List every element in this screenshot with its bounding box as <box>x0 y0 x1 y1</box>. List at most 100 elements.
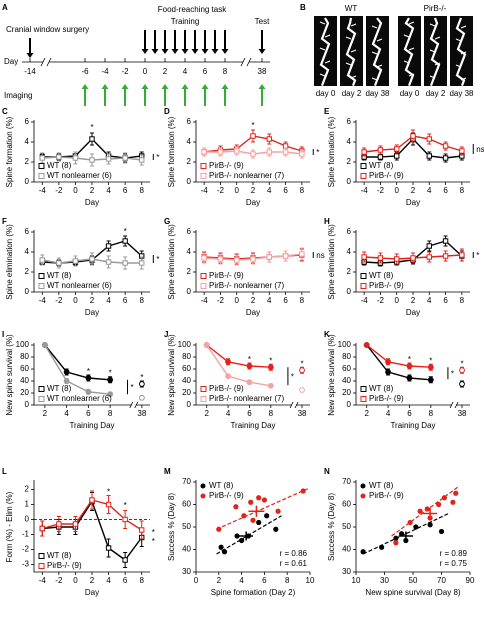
annotation: * <box>429 356 432 365</box>
legend-label: PirB-/- nonlearner (7) <box>209 281 284 290</box>
series-line <box>44 344 111 381</box>
legend-label: WT (8) <box>369 161 394 170</box>
spine <box>350 23 357 27</box>
day-label: day 38 <box>449 89 474 98</box>
arrow-head <box>171 49 179 54</box>
x-tick-label: 38 <box>137 409 146 418</box>
x-tick-label: 8 <box>429 409 434 418</box>
point <box>413 524 419 530</box>
annotation: * <box>300 359 303 368</box>
y-tick-label: 4 <box>187 247 192 256</box>
marker <box>122 516 128 523</box>
marker <box>105 259 112 265</box>
marker <box>267 382 274 389</box>
point <box>221 549 228 555</box>
y-tick-label: 100 <box>16 340 30 349</box>
marker <box>385 369 391 375</box>
marker <box>201 149 207 155</box>
x-tick-label: -4 <box>361 296 369 305</box>
y-tick-label: -3 <box>22 560 30 569</box>
marker <box>250 133 256 139</box>
surgery-label: Cranial window surgery <box>6 25 89 34</box>
y-tick-label: 4 <box>25 247 30 256</box>
spine <box>376 38 383 42</box>
marker <box>217 149 224 155</box>
legend-label: PirB-/- (9) <box>369 171 404 180</box>
point <box>450 499 456 505</box>
marker <box>266 136 272 142</box>
arrow-head <box>211 49 219 54</box>
y-tick-label: 60 <box>342 500 351 509</box>
r-label: r = 0.61 <box>280 559 308 568</box>
group-label: WT <box>345 4 358 13</box>
marker <box>122 557 128 563</box>
arrow-head <box>161 49 169 54</box>
marker <box>72 155 79 161</box>
x-axis-label: Day <box>85 308 99 317</box>
marker <box>406 375 413 381</box>
x-tick-label: -4 <box>39 576 47 585</box>
legend-swatch <box>360 273 367 279</box>
spine <box>408 73 415 77</box>
point <box>393 535 399 541</box>
arrow-head <box>221 84 229 89</box>
x-tick-label: 2 <box>411 186 416 195</box>
annotation: * <box>156 153 159 162</box>
spine <box>434 36 441 40</box>
marker <box>41 342 48 348</box>
spine <box>324 60 331 64</box>
y-axis-label: New spine survival (%) <box>5 334 14 416</box>
legend-swatch <box>38 386 45 392</box>
y-tick-label: 4 <box>347 137 352 146</box>
marker <box>89 136 95 142</box>
x-axis-label: Day <box>246 308 260 317</box>
y-tick-label: 30 <box>182 567 191 576</box>
annotation: ns <box>476 145 484 154</box>
x-tick-label: 8 <box>269 409 274 418</box>
x-tick-label: -2 <box>377 186 385 195</box>
y-tick-label: 6 <box>25 227 30 236</box>
group-label: PirB-/- <box>424 4 447 13</box>
marker <box>107 376 114 383</box>
x-tick-label: -2 <box>217 186 225 195</box>
x-tick-label: 0 <box>73 576 78 585</box>
y-tick-label: 30 <box>342 567 351 576</box>
legend-label: PirB-/- (9) <box>369 491 404 500</box>
x-tick-label: -2 <box>217 296 225 305</box>
legend-label: PirB-/- (9) <box>369 281 404 290</box>
annotation: * <box>152 537 155 546</box>
y-tick-label: 0 <box>187 177 192 186</box>
x-tick-label: -4 <box>201 186 209 195</box>
spine <box>408 47 415 51</box>
y-axis-label: Spine elimination (%) <box>327 224 336 300</box>
task-label: Food-reaching task <box>158 5 227 14</box>
y-tick-label: 2 <box>25 267 30 276</box>
x-tick-label: 2 <box>43 409 48 418</box>
legend-swatch <box>360 396 367 402</box>
x-tick-label: 6 <box>407 409 412 418</box>
legend-swatch <box>200 493 206 499</box>
x-tick-label: 0 <box>73 296 78 305</box>
marker <box>299 151 305 157</box>
marker <box>394 256 400 262</box>
x-tick-label: -4 <box>361 186 369 195</box>
dendrite <box>371 17 383 86</box>
spine <box>434 62 441 66</box>
marker <box>250 151 256 157</box>
marker <box>427 376 434 383</box>
x-axis-label: Training Day <box>69 421 114 430</box>
panel-letter: K <box>324 330 330 339</box>
legend-swatch <box>360 483 366 489</box>
marker <box>246 363 253 369</box>
point <box>436 501 442 508</box>
marker <box>122 238 128 244</box>
panel-letter: H <box>324 217 330 226</box>
marker <box>201 255 207 261</box>
x-tick-label: 8 <box>285 576 290 585</box>
dendrite <box>455 17 467 86</box>
y-tick-label: -1 <box>22 530 30 539</box>
y-tick-label: 4 <box>25 137 30 146</box>
point <box>273 526 279 532</box>
day-tick-label: -2 <box>121 67 129 76</box>
